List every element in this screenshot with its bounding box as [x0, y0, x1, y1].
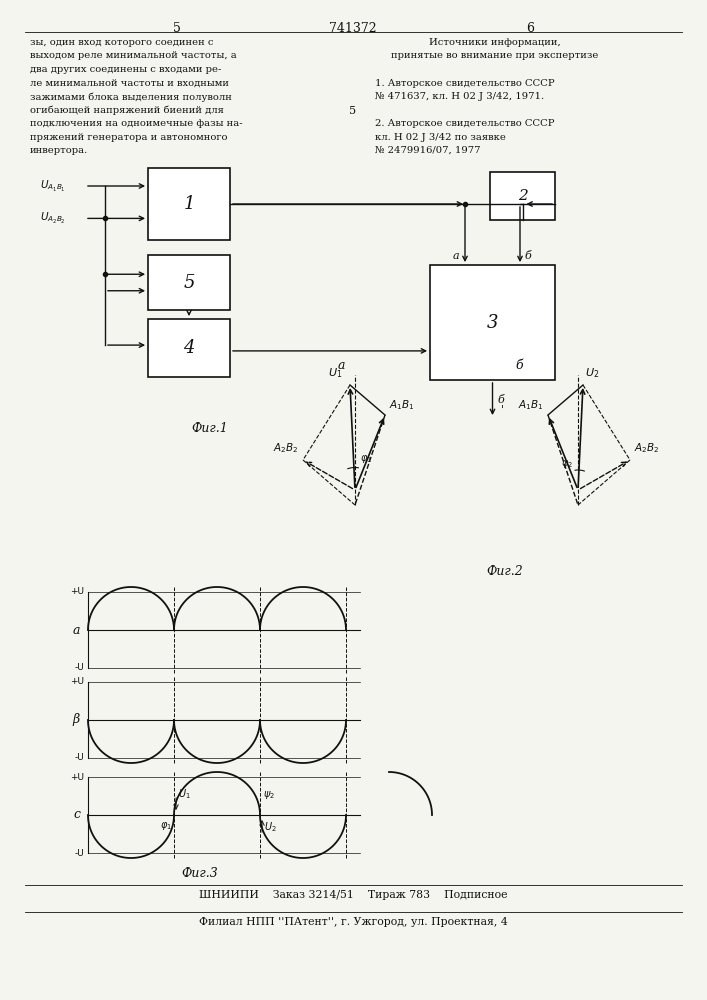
Text: $A_1B_1$: $A_1B_1$ [389, 398, 415, 412]
Text: ': ' [501, 405, 503, 415]
Text: 1. Авторское свидетельство СССР: 1. Авторское свидетельство СССР [375, 79, 554, 88]
Text: $U_1$: $U_1$ [327, 366, 342, 380]
Text: зы, один вход которого соединен с: зы, один вход которого соединен с [30, 38, 214, 47]
Text: $\varphi_1$: $\varphi_1$ [360, 453, 372, 465]
Text: -U: -U [74, 848, 84, 857]
Text: Фиг.1: Фиг.1 [192, 422, 228, 435]
Text: 741372: 741372 [329, 22, 377, 35]
Text: $U_{A_1B_1}$: $U_{A_1B_1}$ [40, 178, 66, 194]
Text: б: б [515, 359, 523, 372]
Text: а: а [337, 359, 345, 372]
Text: 2. Авторское свидетельство СССР: 2. Авторское свидетельство СССР [375, 119, 554, 128]
Text: $A_1B_1$: $A_1B_1$ [518, 398, 544, 412]
Text: $U_2$: $U_2$ [585, 366, 600, 380]
Text: ле минимальной частоты и входными: ле минимальной частоты и входными [30, 79, 229, 88]
Text: б: б [498, 395, 504, 405]
Text: Фиг.2: Фиг.2 [486, 565, 523, 578]
Bar [148, 255, 230, 310]
Text: Фиг.3: Фиг.3 [182, 867, 218, 880]
Text: 5: 5 [173, 22, 181, 35]
Text: а: а [452, 251, 459, 261]
Bar [430, 265, 555, 380]
Text: инвертора.: инвертора. [30, 146, 88, 155]
Text: кл. Н 02 J 3/42 по заявке: кл. Н 02 J 3/42 по заявке [375, 132, 506, 141]
Text: два других соединены с входами ре-: два других соединены с входами ре- [30, 65, 221, 74]
Text: $A_2B_2$: $A_2B_2$ [634, 441, 660, 455]
Text: пряжений генератора и автономного: пряжений генератора и автономного [30, 132, 228, 141]
Text: 1: 1 [183, 195, 194, 213]
Text: № 2479916/07, 1977: № 2479916/07, 1977 [375, 146, 481, 155]
Text: 6: 6 [526, 22, 534, 35]
Text: а: а [73, 624, 80, 637]
Text: $U_{A_2B_2}$: $U_{A_2B_2}$ [40, 211, 66, 226]
Text: $\psi_2$: $\psi_2$ [263, 789, 275, 801]
Text: 2: 2 [518, 189, 527, 203]
Text: $A_2B_2$: $A_2B_2$ [274, 441, 299, 455]
Text: б: б [524, 251, 531, 261]
Text: ШНИИПИ    Заказ 3214/51    Тираж 783    Подписное: ШНИИПИ Заказ 3214/51 Тираж 783 Подписное [199, 890, 507, 900]
Text: +U: +U [70, 587, 84, 596]
Bar [148, 319, 230, 377]
Text: $U_2$: $U_2$ [264, 820, 276, 834]
Text: β: β [73, 714, 80, 726]
Bar [148, 168, 230, 240]
Text: зажимами блока выделения полуволн: зажимами блока выделения полуволн [30, 92, 232, 102]
Text: с: с [73, 808, 80, 822]
Text: 4: 4 [183, 339, 194, 357]
Text: Источники информации,: Источники информации, [429, 38, 561, 47]
Text: Филиал НПП ''ПАтент'', г. Ужгород, ул. Проектная, 4: Филиал НПП ''ПАтент'', г. Ужгород, ул. П… [199, 917, 508, 927]
Text: -U: -U [74, 664, 84, 672]
Text: огибающей напряжений биений для: огибающей напряжений биений для [30, 105, 224, 115]
Text: подключения на одноимечные фазы на-: подключения на одноимечные фазы на- [30, 119, 243, 128]
Text: 5: 5 [349, 105, 356, 115]
Text: +U: +U [70, 678, 84, 686]
Text: $\varphi_1$: $\varphi_1$ [160, 820, 172, 832]
Text: 5: 5 [183, 273, 194, 292]
Text: -U: -U [74, 754, 84, 762]
Text: +U: +U [70, 772, 84, 782]
Bar [490, 172, 555, 220]
Text: 3: 3 [486, 314, 498, 332]
Text: $\varphi_2$: $\varphi_2$ [561, 458, 573, 470]
Text: принятые во внимание при экспертизе: принятые во внимание при экспертизе [391, 51, 599, 60]
Text: выходом реле минимальной частоты, а: выходом реле минимальной частоты, а [30, 51, 237, 60]
Text: № 471637, кл. Н 02 J 3/42, 1971.: № 471637, кл. Н 02 J 3/42, 1971. [375, 92, 544, 101]
Text: $U_1$: $U_1$ [178, 787, 191, 801]
